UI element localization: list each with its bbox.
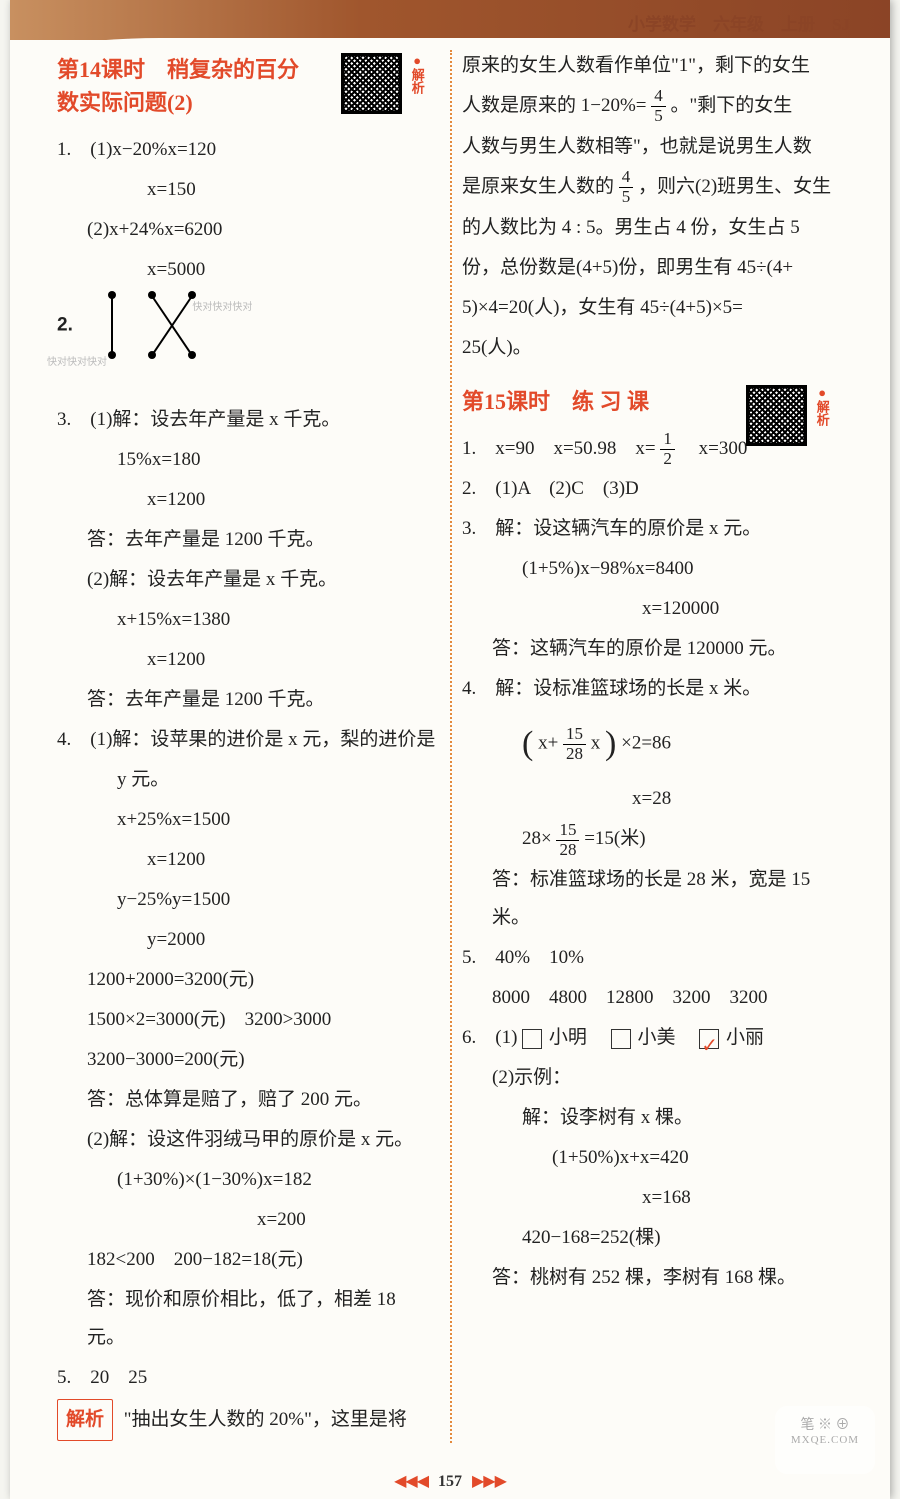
q4-1d: y−25%y=1500 bbox=[57, 881, 438, 919]
q1-line2: x=150 bbox=[57, 171, 438, 209]
q2-label: 2. bbox=[57, 314, 73, 335]
r-q4d: 28× 1528 =15(米) bbox=[462, 820, 843, 859]
lesson-15-title: 第15课时 练 习 课 ●解析 bbox=[462, 385, 843, 418]
r-q5b: 8000 4800 12800 3200 3200 bbox=[462, 979, 843, 1017]
q3-2c: x=1200 bbox=[57, 641, 438, 679]
q3-2a: (2)解：设去年产量是 x 千克。 bbox=[57, 561, 438, 599]
left-column: 第14课时 稍复杂的百分 数实际问题(2) ●解析 1. (1)x−20%x=1… bbox=[45, 45, 450, 1443]
q3-1b: 15%x=180 bbox=[57, 441, 438, 479]
p1-f: 份，总份数是(4+5)份，即男生有 45÷(4+ bbox=[462, 249, 843, 287]
r-q3a: 3. 解：设这辆汽车的原价是 x 元。 bbox=[462, 510, 843, 548]
p1-a: 原来的女生人数看作单位"1"，剩下的女生 bbox=[462, 47, 843, 85]
q4-2e: 答：现价和原价相比，低了，相差 18 元。 bbox=[57, 1281, 438, 1357]
q4-1f: 1200+2000=3200(元) bbox=[57, 961, 438, 999]
fraction-15-28b: 1528 bbox=[556, 821, 579, 859]
q5: 5. 20 25 bbox=[57, 1359, 438, 1397]
arrow-left-icon: ◀◀◀ bbox=[394, 1473, 428, 1490]
p1-b: 人数是原来的 1−20%= 45 。"剩下的女生 bbox=[462, 87, 843, 126]
q1-line4: x=5000 bbox=[57, 251, 438, 289]
qr-code-icon[interactable] bbox=[341, 53, 402, 114]
page: 小学数学 六年级 上册 SJ 第14课时 稍复杂的百分 数实际问题(2) ●解析… bbox=[10, 0, 890, 1499]
fraction-4-5b: 45 bbox=[619, 168, 634, 206]
qr-label: ●解析 bbox=[409, 53, 423, 94]
qr-code-icon[interactable] bbox=[746, 385, 807, 446]
watermark-logo: 笔 ※ ⊕ MXQE.COM bbox=[775, 1406, 875, 1474]
p1-e: 的人数比为 4 : 5。男生占 4 份，女生占 5 bbox=[462, 209, 843, 247]
q4-1c: x=1200 bbox=[57, 841, 438, 879]
content: 第14课时 稍复杂的百分 数实际问题(2) ●解析 1. (1)x−20%x=1… bbox=[10, 40, 890, 1463]
arrow-right-icon: ▶▶▶ bbox=[472, 1473, 506, 1490]
analysis-badge: 解析 bbox=[57, 1399, 113, 1441]
r-q6-2b: 解：设李树有 x 棵。 bbox=[462, 1099, 843, 1137]
checkbox-xiaoming[interactable] bbox=[522, 1029, 542, 1049]
q4-1h: 3200−3000=200(元) bbox=[57, 1041, 438, 1079]
q4-2b: (1+30%)×(1−30%)x=182 bbox=[57, 1161, 438, 1199]
connect-diagram bbox=[108, 291, 198, 361]
p1-d: 是原来女生人数的 45 ，则六(2)班男生、女生 bbox=[462, 168, 843, 207]
qr-box-2: ●解析 bbox=[732, 385, 843, 455]
q4-1a2: y 元。 bbox=[57, 761, 438, 799]
analysis-line: 解析 "抽出女生人数的 20%"，这里是将 bbox=[57, 1399, 438, 1441]
q4-2d: 182<200 200−182=18(元) bbox=[57, 1241, 438, 1279]
column-divider bbox=[450, 50, 452, 1443]
q3-2d: 答：去年产量是 1200 千克。 bbox=[57, 681, 438, 719]
r-q5a: 5. 40% 10% bbox=[462, 939, 843, 977]
fraction-1-2: 12 bbox=[660, 430, 675, 468]
q3-1d: 答：去年产量是 1200 千克。 bbox=[57, 521, 438, 559]
q4-2a: (2)解：设这件羽绒马甲的原价是 x 元。 bbox=[57, 1121, 438, 1159]
q3-1a: 3. (1)解：设去年产量是 x 千克。 bbox=[57, 401, 438, 439]
q1-line3: (2)x+24%x=6200 bbox=[57, 211, 438, 249]
r-q3d: 答：这辆汽车的原价是 120000 元。 bbox=[462, 630, 843, 668]
checkbox-xiaoli[interactable] bbox=[699, 1029, 719, 1049]
r-q4b: ( x+ 1528 x ) ×2=86 bbox=[462, 710, 843, 778]
r-q4c: x=28 bbox=[462, 780, 843, 818]
r-q6-2f: 答：桃树有 252 棵，李树有 168 棵。 bbox=[462, 1259, 843, 1297]
r-q4a: 4. 解：设标准篮球场的长是 x 米。 bbox=[462, 670, 843, 708]
q4-1e: y=2000 bbox=[57, 921, 438, 959]
p1-c: 人数与男生人数相等"，也就是说男生人数 bbox=[462, 128, 843, 166]
right-column: 原来的女生人数看作单位"1"，剩下的女生 人数是原来的 1−20%= 45 。"… bbox=[450, 45, 855, 1443]
page-number: 157 bbox=[438, 1473, 462, 1490]
analysis-text: "抽出女生人数的 20%"，这里是将 bbox=[124, 1409, 407, 1430]
name-xiaomei: 小美 bbox=[637, 1027, 675, 1048]
lesson-14-title: 第14课时 稍复杂的百分 数实际问题(2) ●解析 bbox=[57, 53, 438, 119]
q4-1a: 4. (1)解：设苹果的进价是 x 元，梨的进价是 bbox=[57, 721, 438, 759]
q4-2c: x=200 bbox=[57, 1201, 438, 1239]
q2: 2. 快对快对快对 快对快对快对 bbox=[57, 291, 438, 399]
q4-1g: 1500×2=3000(元) 3200>3000 bbox=[57, 1001, 438, 1039]
checkbox-xiaomei[interactable] bbox=[611, 1029, 631, 1049]
r-q6-2e: 420−168=252(棵) bbox=[462, 1219, 843, 1257]
r-q6-2d: x=168 bbox=[462, 1179, 843, 1217]
name-xiaoli: 小丽 bbox=[726, 1027, 764, 1048]
r-q2: 2. (1)A (2)C (3)D bbox=[462, 470, 843, 508]
fraction-4-5: 45 bbox=[651, 87, 666, 125]
p1-h: 25(人)。 bbox=[462, 329, 843, 367]
qr-label-2: ●解析 bbox=[814, 385, 828, 426]
header-text: 小学数学 六年级 上册 SJ bbox=[628, 10, 850, 35]
q1-line1: 1. (1)x−20%x=120 bbox=[57, 131, 438, 169]
p1-g: 5)×4=20(人)，女生有 45÷(4+5)×5= bbox=[462, 289, 843, 327]
r-q6a: 6. (1) 小明 小美 小丽 bbox=[462, 1019, 843, 1057]
qr-box: ●解析 bbox=[327, 53, 438, 123]
r-q3c: x=120000 bbox=[462, 590, 843, 628]
r-q6-2a: (2)示例： bbox=[462, 1059, 843, 1097]
q4-1i: 答：总体算是赔了，赔了 200 元。 bbox=[57, 1081, 438, 1119]
q3-1c: x=1200 bbox=[57, 481, 438, 519]
r-q6-2c: (1+50%)x+x=420 bbox=[462, 1139, 843, 1177]
page-footer: ◀◀◀ 157 ▶▶▶ bbox=[10, 1463, 890, 1499]
r-q4e: 答：标准篮球场的长是 28 米，宽是 15 米。 bbox=[462, 861, 843, 937]
name-xiaoming: 小明 bbox=[549, 1027, 587, 1048]
r-q3b: (1+5%)x−98%x=8400 bbox=[462, 550, 843, 588]
fraction-15-28: 1528 bbox=[563, 725, 586, 763]
q3-2b: x+15%x=1380 bbox=[57, 601, 438, 639]
q4-1b: x+25%x=1500 bbox=[57, 801, 438, 839]
